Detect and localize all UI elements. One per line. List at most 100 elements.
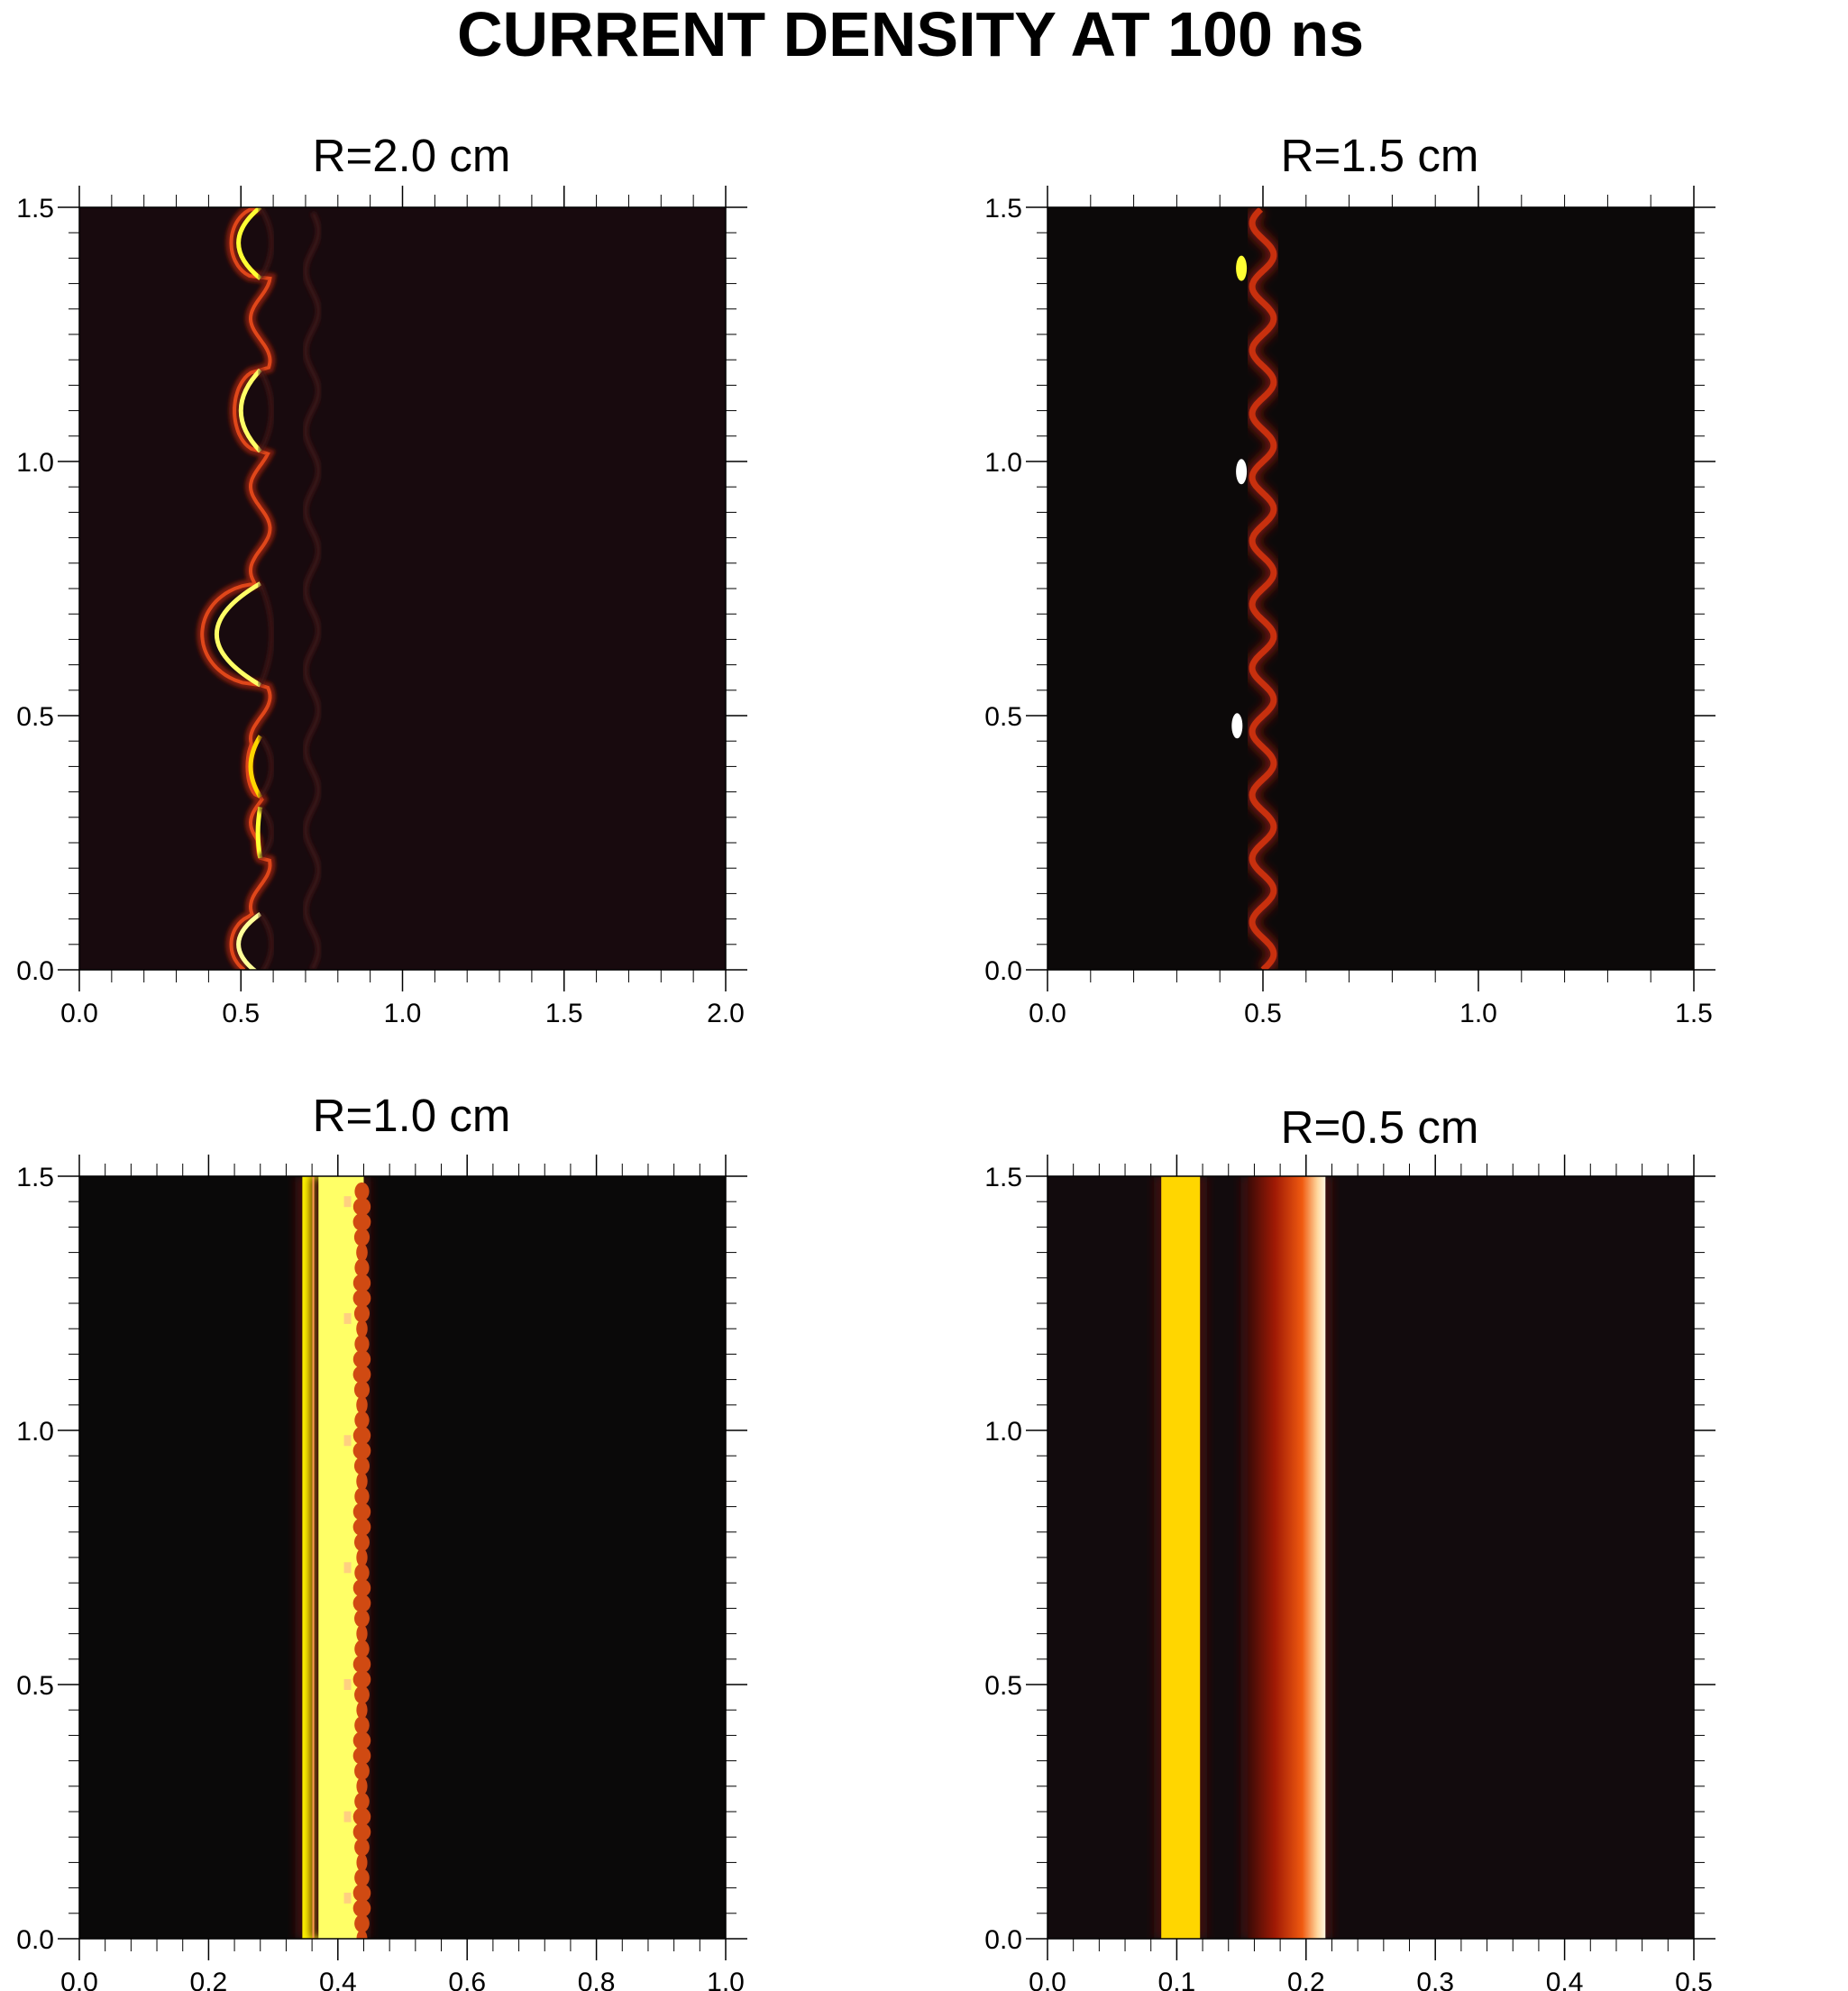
bulge-1 (236, 207, 262, 280)
x-tick-label: 0.0 (1029, 999, 1066, 1028)
x-tick-label: 0.1 (1158, 1968, 1196, 1991)
bulge-2 (238, 368, 262, 453)
x-tick-label: 1.5 (1675, 999, 1713, 1028)
x-tick-label: 1.5 (545, 999, 583, 1028)
heatmap-background (1048, 207, 1694, 970)
ripple (354, 1609, 370, 1628)
panel-title: R=1.0 cm (313, 1090, 511, 1141)
ripple (356, 1548, 368, 1566)
heatmap-background (79, 207, 726, 970)
ripple (354, 1487, 370, 1506)
ripple (354, 1868, 370, 1887)
ripple (352, 1441, 371, 1460)
ripple (352, 1197, 371, 1216)
ripple (356, 1472, 368, 1491)
ripple (352, 1807, 371, 1826)
ripple (354, 1639, 370, 1658)
ripple (354, 1761, 370, 1780)
ripple (356, 1395, 368, 1414)
panel-2: R=1.5 cm 0.0 0.5 1.0 1.5 0.0 0.5 1.0 1.5 (984, 130, 1715, 1028)
ripple (352, 1746, 371, 1765)
ripple (352, 1731, 371, 1750)
hot-spot-4 (343, 1562, 352, 1574)
x-tick-label: 0.5 (1244, 999, 1282, 1028)
ripple (356, 1853, 368, 1872)
ripple (354, 1685, 370, 1704)
panel-title: R=0.5 cm (1281, 1101, 1479, 1153)
ripple (352, 1502, 371, 1521)
ripple (354, 1914, 370, 1933)
ripple (352, 1822, 371, 1841)
ripple (352, 1655, 371, 1674)
ripple (352, 1426, 371, 1445)
hot-spot-2 (343, 1811, 352, 1822)
ripple (352, 1884, 371, 1903)
ripple (356, 1320, 368, 1338)
faint-front (302, 211, 322, 970)
hot-spot-3 (343, 1679, 352, 1690)
x-tick-label: 0.0 (1029, 1968, 1066, 1991)
bulge-shadow (258, 735, 274, 799)
y-tick-label: 0.5 (16, 1671, 54, 1701)
ripple (354, 1182, 370, 1201)
heatmap-features (295, 1176, 371, 1939)
y-tick-label: 0.0 (16, 1925, 54, 1955)
ripple (356, 1930, 368, 1939)
x-tick-label: 0.8 (578, 1968, 616, 1991)
ripple (354, 1563, 370, 1582)
ripple (352, 1350, 371, 1369)
heatmap-features (1154, 1176, 1333, 1939)
ripple (354, 1258, 370, 1277)
panel-title: R=2.0 cm (313, 130, 511, 181)
bulge-6 (236, 911, 262, 970)
x-tick-label: 0.0 (60, 999, 98, 1028)
y-tick-label: 1.0 (984, 448, 1022, 478)
ripple (352, 1365, 371, 1384)
current-line (1249, 207, 1277, 970)
band-2 (1248, 1176, 1326, 1939)
hot-spot-3 (1236, 255, 1248, 281)
x-tick-label: 2.0 (707, 999, 745, 1028)
panel-4: R=0.5 cm 0.0 0.1 0.2 0.3 0.4 0.5 0.0 0.5 1.0 1.5 (984, 1101, 1715, 1991)
hot-spot-7 (343, 1196, 352, 1208)
x-tick-label: 0.4 (1546, 1968, 1584, 1991)
y-tick-label: 1.0 (984, 1417, 1022, 1447)
hot-spot-1 (1236, 459, 1248, 485)
ripple (352, 1594, 371, 1612)
bulge-5 (255, 807, 263, 859)
x-tick-label: 0.6 (448, 1968, 486, 1991)
ripple (356, 1776, 368, 1795)
ripple (354, 1792, 370, 1811)
x-tick-label: 0.3 (1416, 1968, 1454, 1991)
y-tick-label: 1.0 (16, 1417, 54, 1447)
y-tick-label: 1.5 (16, 1163, 54, 1192)
y-tick-label: 0.0 (984, 956, 1022, 986)
ripple (353, 1228, 371, 1247)
bulge-shadow (258, 207, 274, 280)
x-tick-label: 1.0 (384, 999, 422, 1028)
x-tick-label: 0.0 (60, 1968, 98, 1991)
bulge-shadow (258, 369, 274, 452)
ripple (352, 1670, 371, 1689)
ripple (353, 1380, 371, 1399)
bulge-shadow (258, 582, 274, 687)
x-tick-label: 1.0 (707, 1968, 745, 1991)
ripple (356, 1243, 368, 1262)
bulge-shadow (258, 805, 274, 860)
y-tick-label: 1.5 (984, 1163, 1022, 1192)
hot-spot-1 (343, 1892, 352, 1904)
heatmap-features (1231, 207, 1281, 970)
heatmap-features (197, 207, 322, 970)
hot-spot-5 (343, 1435, 352, 1447)
figure-title: CURRENT DENSITY AT 100 ns (457, 0, 1364, 69)
ripple (356, 1624, 368, 1643)
y-tick-label: 1.0 (16, 448, 54, 478)
panel-3: R=1.0 cm 0.0 0.2 0.4 0.6 0.8 1.0 0.0 0.5 1.0 1.5 (16, 1090, 747, 1991)
ripple (356, 1701, 368, 1720)
ripple (354, 1716, 370, 1735)
ripple (352, 1212, 371, 1231)
y-tick-label: 1.5 (16, 194, 54, 224)
x-tick-label: 1.0 (1459, 999, 1497, 1028)
ripple (354, 1838, 370, 1857)
